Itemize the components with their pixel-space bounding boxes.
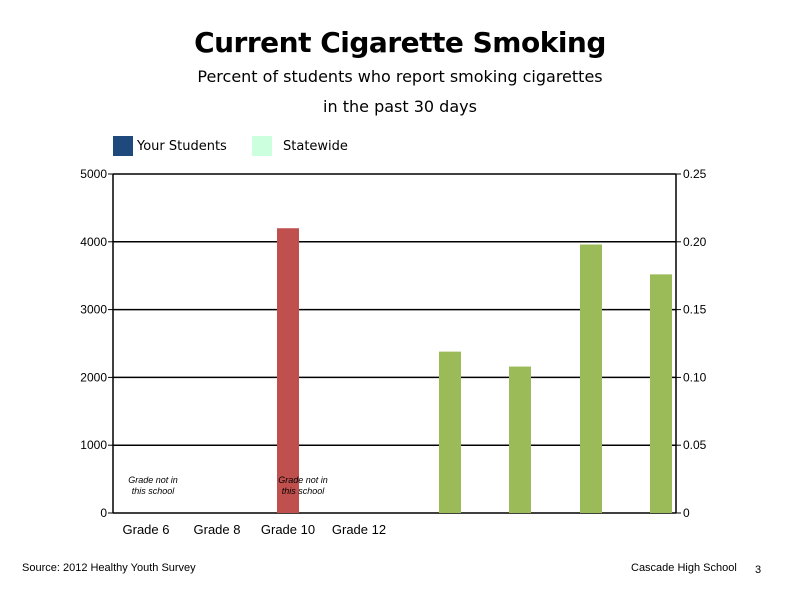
- chart-subtitle-line-1: Percent of students who report smoking c…: [197, 67, 603, 86]
- not-in-school-annotation: Grade not in: [278, 475, 328, 485]
- legend-label-your-students: Your Students: [137, 139, 227, 154]
- not-in-school-annotation: this school: [282, 486, 326, 496]
- x-category-label: Grade 8: [194, 522, 241, 537]
- left-tick-label: 5000: [80, 167, 107, 181]
- left-tick-label: 2000: [80, 370, 107, 384]
- source-note: Source: 2012 Healthy Youth Survey: [22, 562, 196, 574]
- page-number: 3: [755, 564, 762, 576]
- bar: [650, 274, 672, 513]
- right-tick-label: 0.15: [683, 303, 707, 317]
- left-tick-label: 0: [100, 506, 107, 520]
- not-in-school-annotation: Grade not in: [128, 475, 178, 485]
- legend-swatch-your-students: [113, 136, 133, 156]
- bar: [509, 366, 531, 513]
- left-tick-label: 4000: [80, 235, 107, 249]
- bar: [277, 228, 299, 514]
- right-tick-label: 0.20: [683, 235, 707, 249]
- left-tick-label: 3000: [80, 303, 107, 317]
- right-tick-label: 0.10: [683, 370, 707, 384]
- legend-label-statewide: Statewide: [283, 139, 348, 154]
- school-name: Cascade High School: [631, 562, 737, 574]
- legend-swatch-statewide: [252, 136, 272, 156]
- left-tick-label: 1000: [80, 438, 107, 452]
- right-tick-label: 0.25: [683, 167, 707, 181]
- x-category-label: Grade 12: [332, 522, 386, 537]
- bar: [580, 244, 602, 513]
- x-category-label: Grade 6: [123, 522, 170, 537]
- not-in-school-annotation: this school: [132, 486, 176, 496]
- right-tick-label: 0: [683, 506, 690, 520]
- bar: [439, 351, 461, 513]
- chart-title: Current Cigarette Smoking: [194, 26, 606, 59]
- x-category-label: Grade 10: [261, 522, 315, 537]
- right-tick-label: 0.05: [683, 438, 707, 452]
- chart-subtitle-line-2: in the past 30 days: [323, 97, 477, 116]
